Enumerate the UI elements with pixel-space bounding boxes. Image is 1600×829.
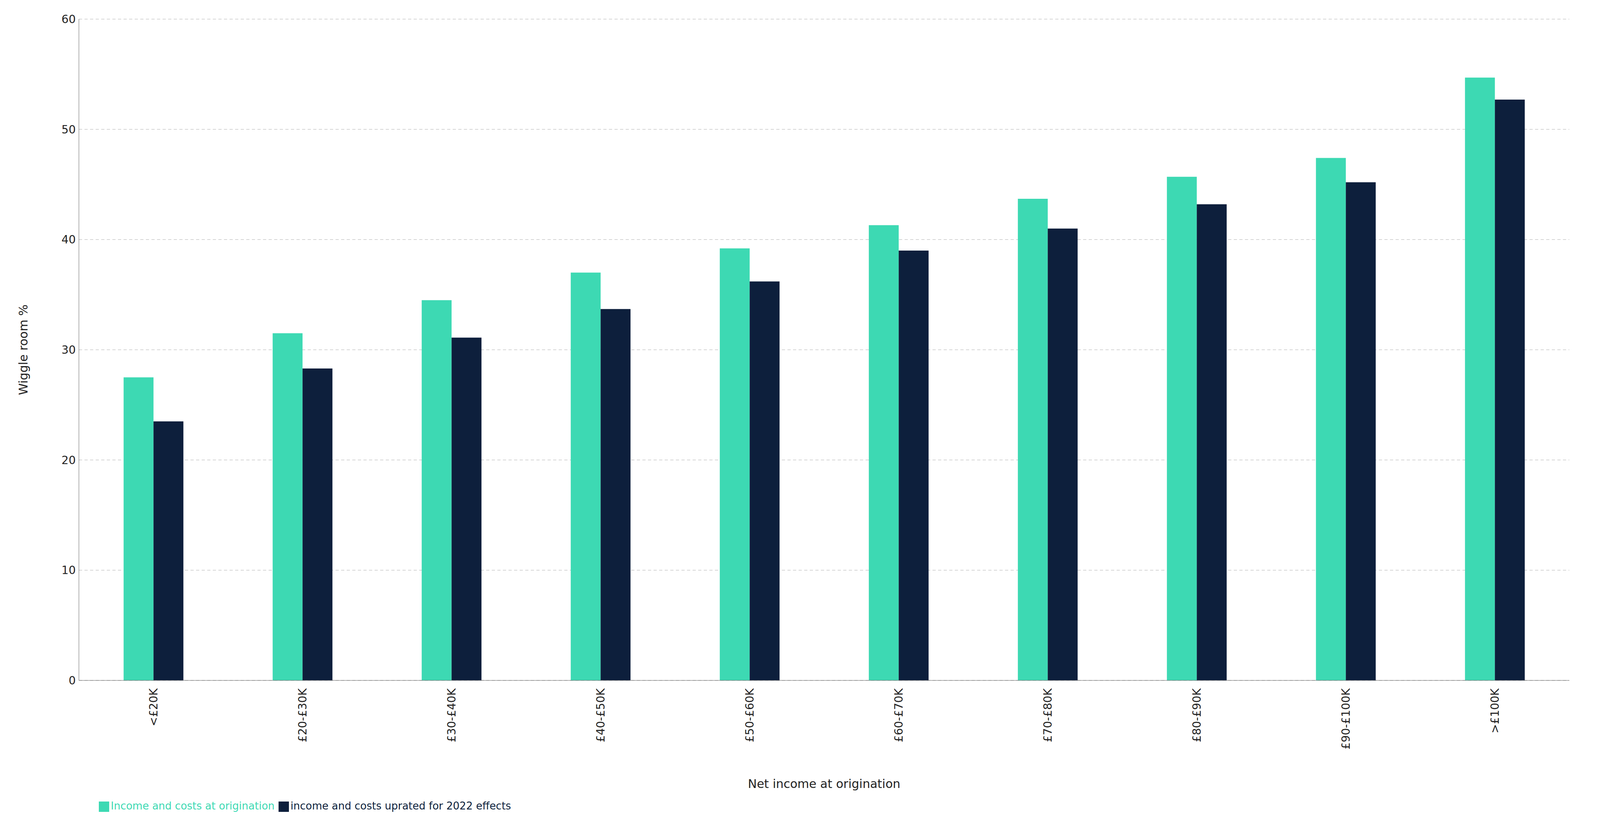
svg-text:£30-£40K: £30-£40K (445, 688, 459, 743)
svg-text:£50-£60K: £50-£60K (743, 688, 757, 743)
svg-text:Wiggle room %: Wiggle room % (16, 304, 31, 395)
svg-text:40: 40 (61, 233, 76, 247)
svg-text:20: 20 (61, 453, 76, 468)
svg-text:Net income at origination: Net income at origination (747, 777, 901, 792)
svg-text:10: 10 (61, 563, 76, 578)
html-text:Income and costs at originatio: Income and costs at origination (110, 800, 275, 813)
svg-text:£80-£90K: £80-£90K (1190, 688, 1204, 743)
svg-text:30: 30 (61, 343, 76, 357)
svg-text:>£100K: >£100K (1488, 688, 1502, 734)
svg-text:0: 0 (68, 674, 76, 688)
html-text:income and costs uprated for 2: income and costs uprated for 2022 effect… (290, 800, 512, 813)
svg-text:£60-£70K: £60-£70K (892, 688, 906, 743)
svg-text:£70-£80K: £70-£80K (1041, 688, 1055, 743)
svg-text:£20-£30K: £20-£30K (296, 688, 310, 743)
svg-text:50: 50 (61, 123, 76, 137)
svg-text:£40-£50K: £40-£50K (594, 688, 608, 743)
svg-text:60: 60 (61, 12, 76, 26)
svg-text:£90-£100K: £90-£100K (1339, 688, 1353, 750)
svg-text:<£20K: <£20K (147, 688, 161, 727)
